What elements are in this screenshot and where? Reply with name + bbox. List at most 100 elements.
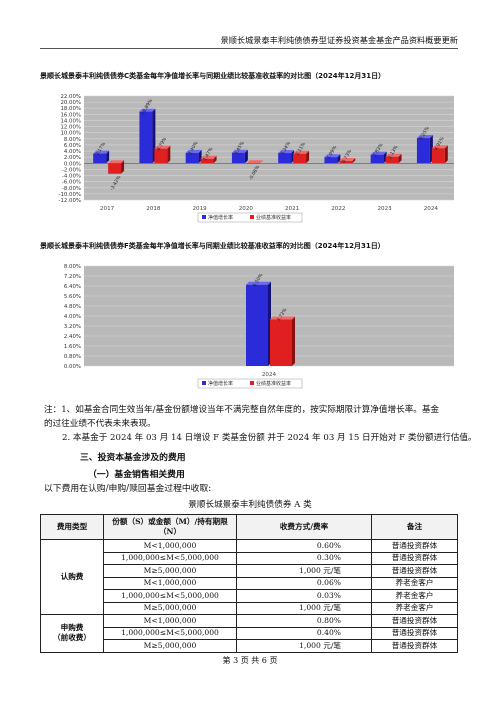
table-row: 1,000,000≤M<5,000,000 0.30% 普通投资群体 xyxy=(41,551,458,565)
x-tick-label: 2024 xyxy=(424,206,439,212)
bar-bench xyxy=(200,158,214,164)
bar-side xyxy=(244,149,248,164)
bar-bench xyxy=(108,163,122,174)
y-tick-label: 7.20% xyxy=(64,274,81,280)
y-tick-label: -10.00% xyxy=(59,192,82,198)
x-tick-label: 2021 xyxy=(285,206,300,212)
remark-cell: 普通投资群体 xyxy=(371,614,458,628)
bar-top xyxy=(293,150,310,154)
y-tick-label: 4.80% xyxy=(64,304,81,310)
bar-top xyxy=(416,135,433,139)
y-tick-label: 2.40% xyxy=(64,334,81,340)
fee-intro: 以下费用在认购/申购/赎回基金过程中收取: xyxy=(44,484,212,494)
legend-label-bench: 业绩基准收益率 xyxy=(256,214,291,221)
y-tick-label: 14.00% xyxy=(60,118,81,124)
bar-fund xyxy=(93,153,107,164)
amount-cell: 1,000,000≤M<5,000,000 xyxy=(103,626,237,640)
y-tick-label: -6.00% xyxy=(62,180,81,186)
remark-cell: 养老金客户 xyxy=(371,601,458,615)
table-row: M≥5,000,000 1,000 元/笔 普通投资群体 xyxy=(41,639,458,653)
legend-label-fund: 净值增长率 xyxy=(208,214,233,221)
legend-label-fund: 净值增长率 xyxy=(208,380,233,387)
y-tick-label: 8.00% xyxy=(64,264,81,270)
amount-cell: M<1,000,000 xyxy=(103,576,237,590)
section-title: 三、投资本基金涉及的费用 xyxy=(80,453,186,463)
bar-fund xyxy=(370,154,384,164)
x-tick-label: 2018 xyxy=(146,206,161,212)
y-tick-label: 0.80% xyxy=(64,354,81,360)
fee-type-cell: 申购费 （前收费） xyxy=(40,614,104,653)
table-row: 认购费 M<1,000,000 0.60% 普通投资群体 xyxy=(40,539,458,615)
bar-bench xyxy=(385,156,399,164)
chart2-title: 景顺长城景泰丰利纯债债券F类基金每年净值增长率与同期业绩比较基准收益率的对比图（… xyxy=(40,242,385,250)
rate-cell: 0.80% xyxy=(236,614,372,628)
y-tick-label: 8.00% xyxy=(64,137,81,143)
x-tick-label: 2019 xyxy=(193,206,208,212)
remark-cell: 普通投资群体 xyxy=(371,551,458,565)
remark-cell: 养老金客户 xyxy=(371,589,458,603)
table-row: 申购费 （前收费） M<1,000,000 0.80% 普通投资群体 xyxy=(40,614,458,653)
bar-side xyxy=(352,158,356,164)
bar-top xyxy=(339,158,356,162)
rate-cell: 1,000 元/笔 xyxy=(236,639,372,653)
remark-cell: 普通投资群体 xyxy=(371,539,458,553)
rate-cell: 0.06% xyxy=(236,576,372,590)
remark-cell: 普通投资群体 xyxy=(371,639,458,653)
y-tick-label: 6.40% xyxy=(64,284,81,290)
table-row: 1,000,000≤M<5,000,000 0.40% 普通投资群体 xyxy=(41,626,458,640)
header-amount: 份额（S）或金额（M）/持有期限（N） xyxy=(103,514,237,540)
bar-top xyxy=(154,145,171,149)
y-tick-label: -12.00% xyxy=(59,198,82,204)
y-tick-label: -2.00% xyxy=(62,167,81,173)
rate-cell: 0.40% xyxy=(236,626,372,640)
bar-fund xyxy=(139,111,153,164)
legend-swatch-fund xyxy=(202,381,206,385)
bar-top xyxy=(108,160,125,164)
x-tick-label: 2022 xyxy=(331,206,345,212)
y-tick-label: 0.00% xyxy=(64,364,81,370)
amount-cell: M≥5,000,000 xyxy=(103,639,237,653)
remark-cell: 普通投资群体 xyxy=(371,564,458,578)
bar-side xyxy=(167,145,171,164)
rate-cell: 0.30% xyxy=(236,551,372,565)
amount-cell: M≥5,000,000 xyxy=(103,564,237,578)
fee-type-cell: 认购费 xyxy=(40,539,104,615)
bar-side xyxy=(306,150,310,164)
bar-side xyxy=(213,155,217,164)
bar-side xyxy=(444,145,448,164)
remark-cell: 普通投资群体 xyxy=(371,626,458,640)
y-tick-label: 5.60% xyxy=(64,294,81,300)
amount-cell: M<1,000,000 xyxy=(103,614,237,628)
bar-top xyxy=(431,145,448,149)
y-tick-label: 6.00% xyxy=(64,143,81,149)
bar-top xyxy=(93,150,110,154)
rate-cell: 1,000 元/笔 xyxy=(236,601,372,615)
page-footer: 第 3 页 共 6 页 xyxy=(222,656,278,665)
y-tick-label: 18.00% xyxy=(60,106,81,112)
y-tick-label: 22.00% xyxy=(60,94,81,100)
bar-bench xyxy=(339,161,353,164)
bar-fund xyxy=(246,284,268,366)
subsection-title: （一）基金销售相关费用 xyxy=(88,470,185,480)
bar-top xyxy=(324,154,341,158)
y-tick-label: 0.00% xyxy=(64,161,81,167)
bar-fund xyxy=(185,152,199,164)
chart1-svg: 22.00%20.00%18.00%16.00%14.00%12.00%10.0… xyxy=(59,94,454,223)
legend-label-bench: 业绩基准收益率 xyxy=(256,380,291,387)
amount-cell: M<1,000,000 xyxy=(103,539,237,553)
y-tick-label: 20.00% xyxy=(60,100,81,106)
rate-cell: 0.03% xyxy=(236,589,372,603)
x-tick-label: 2017 xyxy=(100,206,115,212)
y-tick-label: 12.00% xyxy=(60,125,81,131)
bar-bench xyxy=(246,163,260,164)
bar-side xyxy=(121,160,125,174)
bar-fund xyxy=(278,153,292,164)
y-tick-label: 1.60% xyxy=(64,344,81,350)
bar-side xyxy=(259,160,263,164)
bar-top xyxy=(270,316,295,320)
y-tick-label: -8.00% xyxy=(62,186,81,192)
bar-top xyxy=(185,149,202,153)
bar-side xyxy=(292,316,295,366)
chart1: 22.00% 20.00% 18.00% 16.00% 14.00% 12.00% 10.0… xyxy=(40,92,460,226)
bar-bench xyxy=(154,148,168,164)
